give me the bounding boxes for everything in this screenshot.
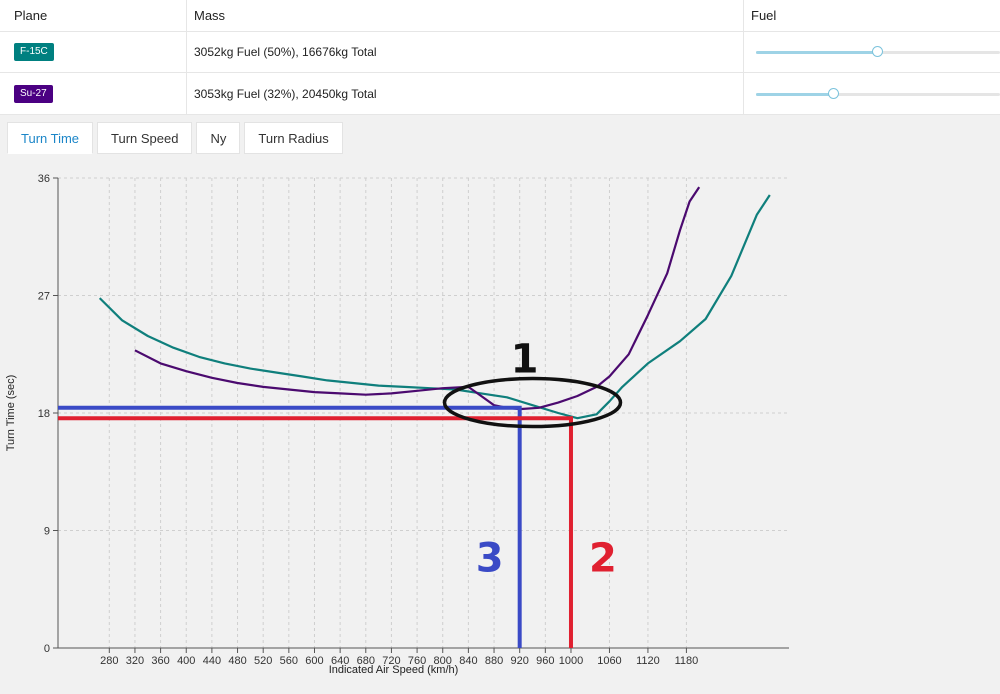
x-tick-label: 720 — [382, 655, 400, 667]
y-tick-label: 27 — [38, 291, 50, 303]
turn-time-chart: 280 320 360 400 440 480 520 560 600 640 680 720 760 8… — [5, 173, 789, 676]
y-tick-label: 9 — [44, 526, 50, 538]
fuel-slider-f15c[interactable] — [756, 45, 1000, 59]
y-axis-title: Turn Time (sec) — [5, 375, 17, 452]
annotation-ellipse-1 — [442, 376, 623, 429]
x-tick-label: 640 — [331, 655, 349, 667]
x-tick-label: 880 — [485, 655, 503, 667]
series-line-su27 — [134, 186, 701, 411]
y-tick-label: 0 — [44, 643, 50, 655]
tab-turn-radius[interactable]: Turn Radius — [244, 122, 343, 154]
x-tick-label: 1180 — [675, 655, 699, 667]
x-tick-label: 320 — [126, 655, 144, 667]
mass-value: 3053kg Fuel (32%), 20450kg Total — [187, 73, 744, 114]
slider-track — [756, 92, 1000, 96]
plane-badge-su27[interactable]: Su-27 — [14, 84, 53, 103]
header-fuel: Fuel — [751, 8, 777, 23]
header-plane: Plane — [0, 0, 187, 31]
x-tick-label: 920 — [511, 655, 529, 667]
slider-thumb[interactable] — [872, 45, 883, 57]
x-tick-label: 600 — [305, 655, 323, 667]
x-tick-label: 400 — [177, 655, 195, 667]
x-tick-label: 280 — [100, 655, 118, 667]
table-header-row: Plane Mass Fuel — [0, 0, 1000, 32]
mass-value: 3052kg Fuel (50%), 16676kg Total — [187, 31, 744, 72]
x-tick-label: 480 — [228, 655, 246, 667]
x-tick-label: 360 — [151, 655, 169, 667]
tab-turn-time[interactable]: Turn Time — [7, 122, 94, 154]
x-tick-label: 680 — [357, 655, 375, 667]
slider-thumb[interactable] — [828, 87, 840, 99]
tab-turn-speed[interactable]: Turn Speed — [97, 122, 193, 154]
x-tick-label: 960 — [536, 655, 554, 667]
x-tick-label: 440 — [203, 655, 221, 667]
header-mass: Mass — [187, 0, 744, 31]
x-tick-label: 1060 — [597, 655, 621, 667]
slider-fill — [756, 50, 878, 54]
slider-fill — [756, 92, 835, 96]
x-tick-label: 840 — [459, 655, 477, 667]
series-line-f15c — [98, 194, 771, 420]
x-tick-label: 760 — [408, 655, 426, 667]
tab-ny[interactable]: Ny — [196, 122, 241, 154]
x-tick-label: 1000 — [559, 655, 583, 667]
annotation-label-3: 3 — [476, 536, 504, 582]
plane-badge-f15c[interactable]: F-15C — [14, 42, 54, 61]
annotation-line-2 — [58, 416, 573, 648]
x-tick-label: 800 — [434, 655, 452, 667]
table-row: F-15C 3052kg Fuel (50%), 16676kg Total — [0, 31, 1000, 73]
table-row: Su-27 3053kg Fuel (32%), 20450kg Total — [0, 73, 1000, 115]
annotation-line-3 — [58, 405, 522, 648]
chart-tabs: Turn Time Turn Speed Ny Turn Radius — [7, 122, 343, 154]
x-tick-label: 1120 — [636, 655, 660, 667]
annotation-label-2: 2 — [589, 536, 617, 582]
x-axis-title: Indicated Air Speed (km/h) — [329, 664, 459, 676]
x-tick-label: 560 — [280, 655, 298, 667]
annotation-label-1: 1 — [511, 337, 539, 383]
x-tick-label: 520 — [254, 655, 272, 667]
y-tick-label: 18 — [38, 408, 50, 420]
planes-table: Plane Mass Fuel F-15C 3052kg Fuel (50%),… — [0, 0, 1000, 115]
fuel-slider-su27[interactable] — [756, 87, 1000, 101]
y-tick-label: 36 — [38, 173, 50, 185]
